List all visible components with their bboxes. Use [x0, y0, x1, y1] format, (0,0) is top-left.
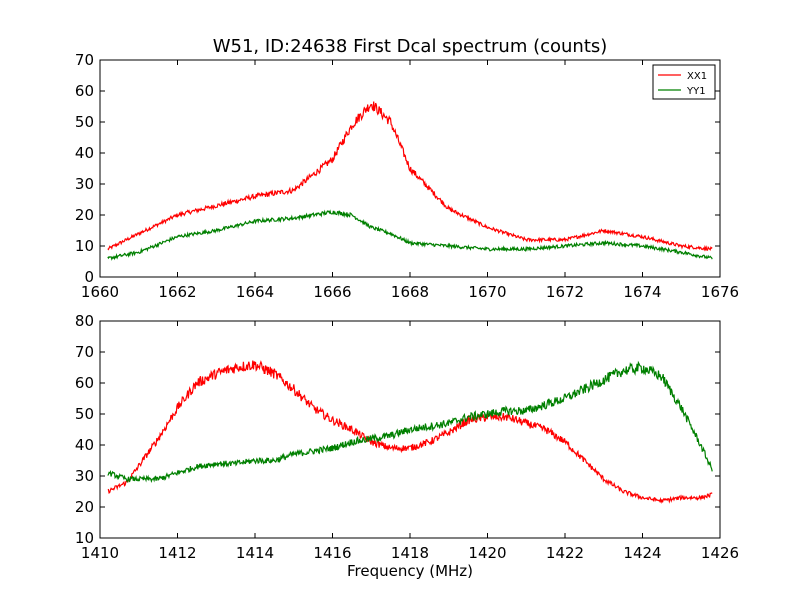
bottom-x-tick-label: 1424 — [623, 544, 661, 562]
top-x-tick-label: 1666 — [313, 283, 351, 301]
bottom-y-tick-label: 10 — [75, 529, 94, 547]
top-y-tick-label: 40 — [75, 144, 94, 162]
top-x-tick-label: 1674 — [623, 283, 661, 301]
bottom-axes-frame — [99, 320, 721, 539]
top-y-tick-label: 50 — [75, 113, 94, 131]
bottom-y-tick-label: 50 — [75, 405, 94, 423]
bottom-y-tick-label: 20 — [75, 498, 94, 516]
bottom-y-tick-label: 70 — [75, 343, 94, 361]
bottom-y-tick-label: 80 — [75, 312, 94, 330]
top-x-tick-label: 1676 — [701, 283, 739, 301]
bottom-x-tick-label: 1418 — [391, 544, 429, 562]
top-panel: 1660 1662 1664 1666 1668 1670 1672 1674 1676 0 10 2… — [75, 51, 739, 301]
bottom-x-tick-label: 1420 — [468, 544, 506, 562]
figure-title: W51, ID:24638 First Dcal spectrum (count… — [213, 36, 608, 57]
bottom-y-tick-label: 60 — [75, 374, 94, 392]
x-axis-label: Frequency (MHz) — [347, 562, 473, 580]
top-x-tick-label: 1660 — [81, 283, 119, 301]
top-series-yy1 — [107, 209, 713, 261]
top-y-tick-label: 10 — [75, 237, 94, 255]
bottom-panel: 1410 1412 1414 1416 1418 1420 1422 1424 1426 10 20… — [75, 312, 739, 562]
bottom-y-tick-label: 40 — [75, 436, 94, 454]
legend-label-xx1: XX1 — [687, 71, 707, 82]
bottom-x-tick-label: 1422 — [546, 544, 584, 562]
legend-label-yy1: YY1 — [686, 86, 706, 97]
top-x-tick-label: 1664 — [236, 283, 274, 301]
top-x-tick-label: 1672 — [546, 283, 584, 301]
top-axes-frame — [99, 59, 721, 278]
top-y-tick-label: 20 — [75, 206, 94, 224]
bottom-x-tick-label: 1426 — [701, 544, 739, 562]
bottom-x-tick-label: 1414 — [236, 544, 274, 562]
top-x-tick-label: 1668 — [391, 283, 429, 301]
top-x-tick-label: 1670 — [468, 283, 506, 301]
bottom-x-tick-label: 1412 — [158, 544, 196, 562]
bottom-series-yy1 — [107, 360, 713, 484]
top-y-tick-label: 0 — [84, 268, 94, 286]
bottom-x-tick-label: 1410 — [81, 544, 119, 562]
top-series-xx1 — [107, 101, 713, 252]
top-y-tick-label: 70 — [75, 51, 94, 69]
bottom-x-tick-label: 1416 — [313, 544, 351, 562]
top-x-tick-label: 1662 — [158, 283, 196, 301]
bottom-y-tick-label: 30 — [75, 467, 94, 485]
bottom-series-xx1 — [107, 360, 713, 504]
top-y-tick-label: 60 — [75, 82, 94, 100]
top-y-tick-label: 30 — [75, 175, 94, 193]
